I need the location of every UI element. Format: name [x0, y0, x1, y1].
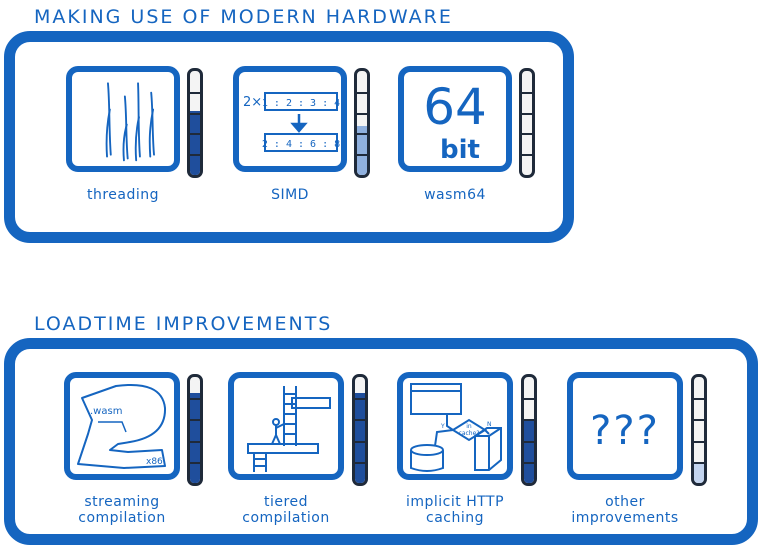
- caching-tile: in cache? Y N: [397, 372, 513, 480]
- tiered-label-line-2: compilation: [242, 510, 330, 526]
- cache-yes-label: Y: [440, 423, 445, 430]
- simd-label: SIMD: [271, 187, 309, 203]
- gauge-segment-divider: [522, 91, 532, 94]
- gauge-segment-divider: [357, 133, 367, 136]
- http-caching-icon: in cache? Y N: [410, 383, 502, 472]
- gauge-segment-divider: [190, 112, 200, 115]
- threading-progress-fill: [190, 110, 200, 175]
- gauge-segment-divider: [357, 91, 367, 94]
- other-progress-gauge: [691, 374, 707, 486]
- other-tile: ???: [567, 372, 683, 480]
- gauge-segment-divider: [190, 91, 200, 94]
- loadtime-section-title: LOADTIME IMPROVEMENTS: [34, 313, 333, 335]
- gauge-segment-divider: [524, 461, 534, 464]
- tiered-label-line-1: tiered: [264, 494, 308, 510]
- simd-tile: 2× 1 : 2 : 3 : 4 2 : 4 : 6 : 8: [233, 66, 347, 172]
- question-marks-icon: ???: [590, 408, 660, 454]
- gauge-segment-divider: [355, 461, 365, 464]
- tiered-progress-fill: [355, 392, 365, 483]
- streaming-label: streaming compilation: [62, 494, 182, 526]
- simd-input-row: 1 : 2 : 3 : 4: [262, 98, 340, 109]
- gauge-segment-divider: [694, 461, 704, 464]
- gauge-segment-divider: [355, 440, 365, 443]
- threading-tile: [66, 66, 180, 172]
- cache-question-line-1: in: [466, 423, 472, 430]
- other-symbol: ???: [590, 408, 660, 454]
- caching-label-line-1: implicit HTTP: [405, 494, 505, 510]
- threading-progress-gauge: [187, 68, 203, 178]
- gauge-segment-divider: [190, 419, 200, 422]
- down-arrow-icon: [290, 114, 308, 133]
- streaming-progress-fill: [190, 392, 200, 483]
- gauge-segment-divider: [357, 154, 367, 157]
- wasm64-number: 64: [423, 78, 487, 136]
- threading-icon: [105, 82, 155, 162]
- other-progress-fill: [694, 461, 704, 483]
- gauge-segment-divider: [357, 112, 367, 115]
- gauge-segment-divider: [694, 440, 704, 443]
- tiered-compilation-icon: [247, 386, 331, 472]
- other-label-line-2: improvements: [571, 510, 679, 526]
- caching-progress-gauge: [521, 374, 537, 486]
- gauge-segment-divider: [694, 398, 704, 401]
- wasm64-progress-gauge: [519, 68, 535, 178]
- gauge-segment-divider: [190, 133, 200, 136]
- simd-progress-fill: [357, 126, 367, 175]
- gauge-segment-divider: [355, 419, 365, 422]
- gauge-segment-divider: [190, 461, 200, 464]
- other-label: other improvements: [560, 494, 690, 526]
- tiered-label: tiered compilation: [226, 494, 346, 526]
- tiered-tile: [228, 372, 344, 480]
- caching-label-line-2: caching: [426, 510, 484, 526]
- gauge-segment-divider: [522, 133, 532, 136]
- hardware-section-title: MAKING USE OF MODERN HARDWARE: [34, 6, 453, 28]
- gauge-segment-divider: [524, 419, 534, 422]
- caching-label: implicit HTTP caching: [391, 494, 519, 526]
- gauge-segment-divider: [190, 398, 200, 401]
- gauge-segment-divider: [524, 398, 534, 401]
- streaming-label-line-2: compilation: [78, 510, 166, 526]
- wasm64-tile: 64 bit: [398, 66, 512, 172]
- gauge-segment-divider: [694, 419, 704, 422]
- gauge-segment-divider: [522, 112, 532, 115]
- 64-bit-icon: 64 bit: [423, 78, 487, 165]
- simd-multiplier: 2×: [243, 95, 262, 110]
- simd-vector-icon: 2× 1 : 2 : 3 : 4 2 : 4 : 6 : 8: [243, 92, 340, 152]
- cache-no-label: N: [487, 421, 492, 428]
- wasm-file-label: .wasm: [90, 406, 122, 417]
- wasm64-unit: bit: [440, 135, 480, 165]
- x86-label: x86: [146, 457, 163, 467]
- streaming-tile: .wasm x86: [64, 372, 180, 480]
- other-label-line-1: other: [605, 494, 645, 510]
- caching-progress-fill: [524, 419, 534, 483]
- streaming-progress-gauge: [187, 374, 203, 486]
- threading-label: threading: [86, 187, 160, 203]
- gauge-segment-divider: [355, 398, 365, 401]
- wasm64-label: wasm64: [424, 187, 486, 203]
- cache-question-line-2: cache?: [459, 430, 480, 437]
- streaming-label-line-1: streaming: [84, 494, 160, 510]
- tiered-progress-gauge: [352, 374, 368, 486]
- gauge-segment-divider: [522, 154, 532, 157]
- simd-progress-gauge: [354, 68, 370, 178]
- gauge-segment-divider: [190, 154, 200, 157]
- gauge-segment-divider: [524, 440, 534, 443]
- streaming-compilation-icon: .wasm x86: [77, 384, 167, 469]
- simd-output-row: 2 : 4 : 6 : 8: [262, 139, 340, 150]
- gauge-segment-divider: [190, 440, 200, 443]
